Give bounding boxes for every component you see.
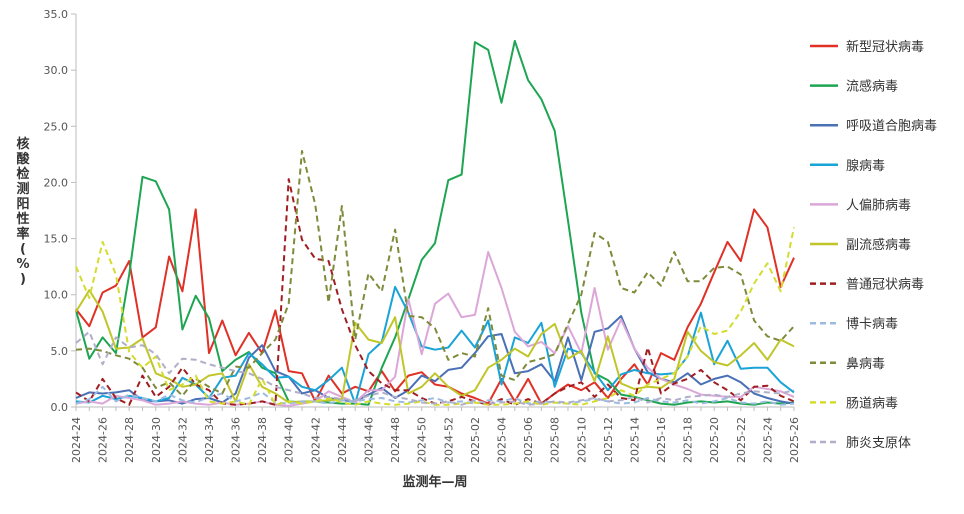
y-axis-title: 核酸检测阳性率(%): [16, 136, 30, 287]
x-tick-label: 2024-42: [309, 417, 322, 463]
legend-label: 腺病毒: [846, 159, 885, 174]
x-tick-label: 2024-38: [256, 417, 269, 463]
series-line-2: [75, 39, 795, 406]
x-axis-title: 监测年—周: [402, 474, 467, 490]
x-tick-label: 2024-24: [70, 417, 83, 463]
series-line-7: [75, 178, 795, 406]
x-tick-label: 2025-06: [522, 417, 535, 463]
x-tick-label: 2024-28: [123, 417, 136, 463]
y-tick-label: 10.0: [44, 289, 69, 302]
x-tick-label: 2025-18: [682, 417, 695, 463]
legend-label: 博卡病毒: [846, 317, 898, 332]
y-tick-label: 25.0: [44, 120, 69, 133]
series-line-8: [75, 385, 795, 406]
series-line-1: [75, 208, 795, 405]
series-lines: [75, 39, 795, 407]
series-line-9: [75, 150, 795, 397]
x-tick-label: 2024-46: [363, 417, 376, 463]
y-tick-label: 30.0: [44, 64, 69, 77]
legend-label: 人偏肺病毒: [846, 198, 911, 213]
x-tick-label: 2024-26: [97, 417, 110, 463]
x-tick-label: 2024-30: [150, 417, 163, 463]
x-tick-label: 2025-12: [602, 417, 615, 463]
x-tick-label: 2025-16: [655, 417, 668, 463]
legend-label: 肺炎支原体: [846, 436, 911, 451]
x-tick-label: 2024-44: [336, 417, 349, 463]
x-tick-label: 2025-10: [575, 417, 588, 463]
series-line-11: [75, 330, 795, 406]
x-tick-label: 2025-02: [469, 417, 482, 463]
y-tick-label: 0.0: [51, 401, 69, 414]
x-tick-label: 2024-32: [176, 417, 189, 463]
y-tick-label: 5.0: [51, 345, 69, 358]
legend-label: 肠道病毒: [846, 396, 898, 411]
x-tick-label: 2024-40: [283, 417, 296, 463]
legend-label: 流感病毒: [846, 79, 898, 95]
x-tick-label: 2024-48: [389, 417, 402, 463]
x-tick-label: 2025-14: [628, 417, 641, 463]
y-tick-label: 20.0: [44, 176, 69, 189]
x-tick-label: 2025-08: [549, 417, 562, 463]
y-tick-label: 35.0: [44, 8, 69, 21]
series-line-6: [75, 289, 795, 404]
y-tick-label: 15.0: [44, 233, 69, 246]
axes: 0.0 5.0 10.0 15.0 20.0 25.0 30.0 35.0 2024-24 202…: [44, 8, 802, 463]
x-tick-label: 2025-22: [735, 417, 748, 463]
x-tick-label: 2024-36: [230, 417, 243, 463]
legend-label: 呼吸道合胞病毒: [846, 119, 937, 134]
legend: 新型冠状病毒流感病毒呼吸道合胞病毒腺病毒人偏肺病毒副流感病毒普通冠状病毒博卡病毒…: [810, 39, 937, 451]
legend-label: 副流感病毒: [846, 237, 911, 253]
x-tick-label: 2024-52: [442, 417, 455, 463]
x-tick-label: 2025-26: [788, 417, 801, 463]
x-tick-label: 2025-20: [708, 417, 721, 463]
x-tick-label: 2024-34: [203, 417, 216, 463]
x-tick-label: 2025-04: [495, 417, 508, 463]
x-tick-label: 2024-50: [416, 417, 429, 463]
legend-label: 新型冠状病毒: [846, 39, 924, 55]
x-tick-label: 2025-24: [761, 417, 774, 463]
series-line-10: [75, 227, 795, 406]
series-line-3: [75, 315, 795, 405]
legend-label: 鼻病毒: [846, 356, 885, 372]
legend-label: 普通冠状病毒: [846, 278, 924, 293]
